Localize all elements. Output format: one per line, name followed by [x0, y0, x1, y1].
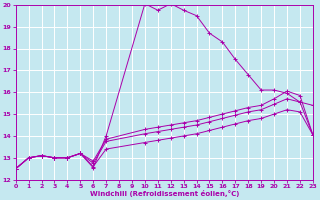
X-axis label: Windchill (Refroidissement éolien,°C): Windchill (Refroidissement éolien,°C): [90, 190, 239, 197]
